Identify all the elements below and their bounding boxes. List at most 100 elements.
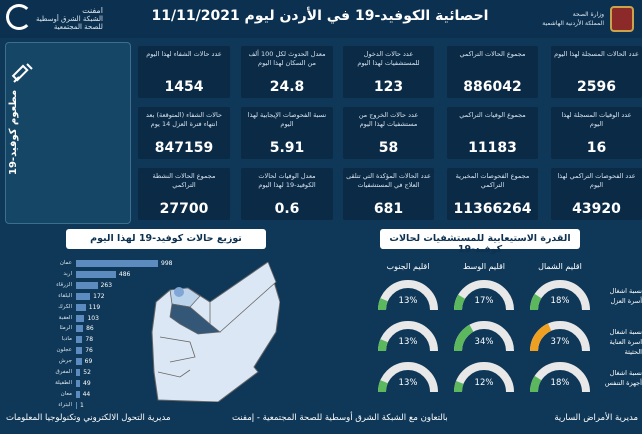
bar-value: 486 xyxy=(118,270,131,278)
stat-card: عدد الوفيات المسجلة لهذا اليوم 16 xyxy=(551,107,642,159)
ministry-name: وزارة الصحة المملكة الأردنية الهاشمية xyxy=(542,11,604,27)
bar-value: 49 xyxy=(83,379,91,387)
bar xyxy=(76,347,83,355)
bar xyxy=(76,401,77,409)
gauge-fill xyxy=(454,380,464,393)
bar-label: الزرقاء xyxy=(56,281,72,288)
stat-label: مجموع الحالات التراكمي xyxy=(459,50,526,58)
stat-label: عدد حالات الدخول للمستشفيات لهذا اليوم xyxy=(357,50,420,67)
bar xyxy=(76,325,84,333)
bar-value: 103 xyxy=(87,314,99,322)
gauge-value: 37% xyxy=(550,337,570,347)
stat-card: عدد الحالات المؤكدة التي تتلقى العلاج في… xyxy=(343,168,434,220)
stat-label: مجموع الحالات النشطة التراكمي xyxy=(152,172,216,189)
bar-label: معان xyxy=(60,390,72,397)
bar-value: 52 xyxy=(83,369,91,376)
region-header: اقليم الشمال xyxy=(538,262,582,271)
gauge xyxy=(454,362,514,393)
bar xyxy=(76,260,158,267)
bar-label: عمان xyxy=(59,260,72,266)
bar-value: 78 xyxy=(85,336,94,344)
stat-card: عدد الحالات المسجلة لهذا اليوم 2596 xyxy=(551,46,642,98)
bar-value: 119 xyxy=(88,303,101,311)
page-title: احصائية الكوفيد-19 في الأردن ليوم 11/11/… xyxy=(151,8,489,24)
footer-it-directorate: مديرية التحول الالكتروني وتكنولوجيا المع… xyxy=(6,413,171,423)
stat-value: 58 xyxy=(378,140,399,156)
bar xyxy=(76,379,81,387)
gauge-fill xyxy=(378,339,388,352)
bar xyxy=(76,303,86,311)
gauge-value: 18% xyxy=(550,378,570,388)
gauge-fill xyxy=(378,298,388,311)
stat-value: 1454 xyxy=(164,79,204,95)
bar-value: 172 xyxy=(93,292,105,300)
stat-value: 886042 xyxy=(463,79,522,95)
stat-value: 16 xyxy=(586,140,607,156)
stat-value: 27700 xyxy=(159,201,209,217)
stat-value: 847159 xyxy=(154,140,214,156)
stat-label: مجموع الفحوصات المخبرية التراكمي xyxy=(455,172,530,189)
gauge-value: 34% xyxy=(474,337,494,347)
gauge xyxy=(378,321,438,352)
stat-value: 5.91 xyxy=(269,140,305,156)
bar xyxy=(76,336,83,344)
stat-label: نسبة الفحوصات الإيجابية لهذا اليوم xyxy=(247,111,327,128)
gauge-fill xyxy=(454,294,466,311)
gauge xyxy=(454,280,514,311)
bar-value: 998 xyxy=(161,260,173,267)
bar-value: 263 xyxy=(100,281,113,289)
footer-emphnet: بالتعاون مع الشبكة الشرق أوسطية للصحة ال… xyxy=(232,413,448,423)
bar xyxy=(76,390,80,398)
vaccine-title: مطعوم كوفيد-19 xyxy=(8,90,19,176)
bar xyxy=(76,314,85,322)
gauge-value: 17% xyxy=(474,296,494,306)
ministry-crest-logo xyxy=(610,6,634,32)
bar xyxy=(76,369,81,376)
bar xyxy=(76,281,98,289)
stat-label: مجموع الوفيات التراكمي xyxy=(459,111,526,119)
bar xyxy=(76,292,91,300)
gauge xyxy=(454,321,514,352)
bar-label: المفرق xyxy=(55,369,72,375)
capacity-row-label: نسبة اشغال اسرة العناية الحثيثة xyxy=(609,328,642,356)
bar-value: 86 xyxy=(86,325,94,333)
syringe-icon xyxy=(11,63,33,83)
gauge xyxy=(378,362,438,393)
gauge-fill xyxy=(378,380,388,393)
stat-label: عدد الوفيات المسجلة لهذا اليوم xyxy=(561,111,632,128)
stat-value: 24.8 xyxy=(269,79,305,95)
stat-card: معدل الحدوث لكل 100 ألف من السكان لهذا ا… xyxy=(241,46,333,98)
jordan-map xyxy=(151,262,280,402)
bar-label: اربد xyxy=(63,270,72,277)
stat-label: عدد حالات الخروج من مستشفيات لهذا اليوم xyxy=(358,111,419,128)
stat-card: مجموع الحالات النشطة التراكمي 27700 xyxy=(138,168,230,220)
stat-label: عدد الحالات المسجلة لهذا اليوم xyxy=(554,50,639,58)
stat-value: 681 xyxy=(373,201,404,217)
stat-value: 43920 xyxy=(572,201,621,217)
stat-label: معدل الحدوث لكل 100 ألف من السكان لهذا ا… xyxy=(248,50,326,67)
gauge xyxy=(530,280,590,311)
emphnet-logo xyxy=(6,4,32,30)
stat-card: معدل الوفيات لحالات الكوفيد-19 لهذا اليو… xyxy=(241,168,333,220)
region-header: اقليم الجنوب xyxy=(386,262,430,271)
stat-label: عدد حالات الشفاء لهذا اليوم xyxy=(146,50,222,58)
bar xyxy=(76,358,82,366)
bar-label: البتراء xyxy=(58,401,72,408)
region-header: اقليم الوسط xyxy=(462,262,506,271)
bar-label: مادبا xyxy=(61,336,72,343)
stat-label: عدد الفحوصات التراكمي لهذا اليوم xyxy=(557,172,636,189)
stat-value: 2596 xyxy=(577,79,616,95)
stat-label: معدل الوفيات لحالات الكوفيد-19 لهذا اليو… xyxy=(258,172,316,189)
bar xyxy=(76,270,116,278)
stat-card: مجموع الحالات التراكمي 886042 xyxy=(447,46,538,98)
gauge-value: 13% xyxy=(398,296,418,306)
stat-card: حالات الشفاء (المتوقعة) بعد انتهاء فترة … xyxy=(138,107,230,159)
gauge xyxy=(530,321,590,352)
stat-value: 11183 xyxy=(468,140,517,156)
bar-label: العقبة xyxy=(58,314,72,321)
bar-label: الرمثا xyxy=(59,325,72,332)
stat-card: مجموع الوفيات التراكمي 11183 xyxy=(447,107,538,159)
stat-card: نسبة الفحوصات الإيجابية لهذا اليوم 5.91 xyxy=(241,107,333,159)
stat-card: عدد الفحوصات التراكمي لهذا اليوم 43920 xyxy=(551,168,642,220)
stat-label: حالات الشفاء (المتوقعة) بعد انتهاء فترة … xyxy=(146,111,222,128)
